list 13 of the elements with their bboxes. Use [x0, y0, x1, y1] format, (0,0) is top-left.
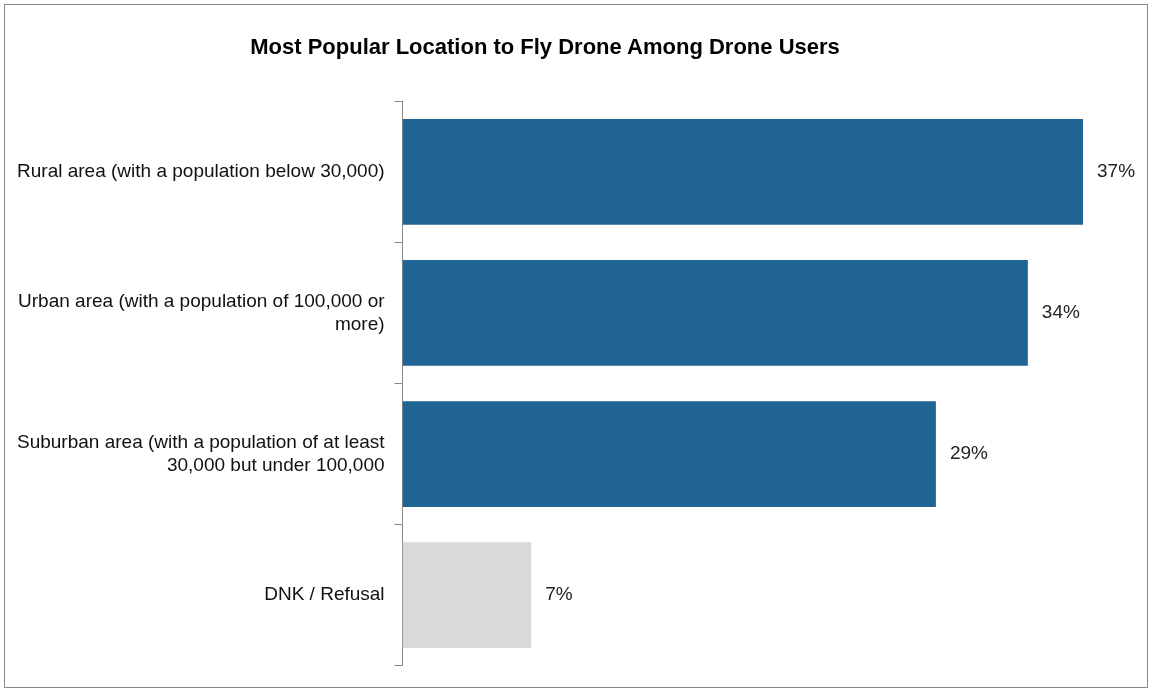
- data-label: 37%: [1097, 160, 1136, 182]
- y-tick-label: Urban area (with a population of 100,000 or more): [18, 289, 386, 334]
- y-tick-label: DNK / Refusal: [264, 583, 385, 605]
- chart-title: Most Popular Location to Fly Drone Among Drone Users: [250, 34, 840, 60]
- bar: [402, 401, 936, 507]
- data-label: 29%: [949, 442, 989, 464]
- data-label: 7%: [545, 583, 573, 605]
- y-tick-label: Suburban area (with a population of at least 30,000 but under 100,000: [17, 430, 386, 475]
- bar: [402, 260, 1028, 366]
- bar: [402, 542, 532, 648]
- bar: [402, 119, 1083, 225]
- data-label: 34%: [1041, 301, 1080, 323]
- y-tick-label: Rural area (with a population below 30,000): [17, 160, 385, 182]
